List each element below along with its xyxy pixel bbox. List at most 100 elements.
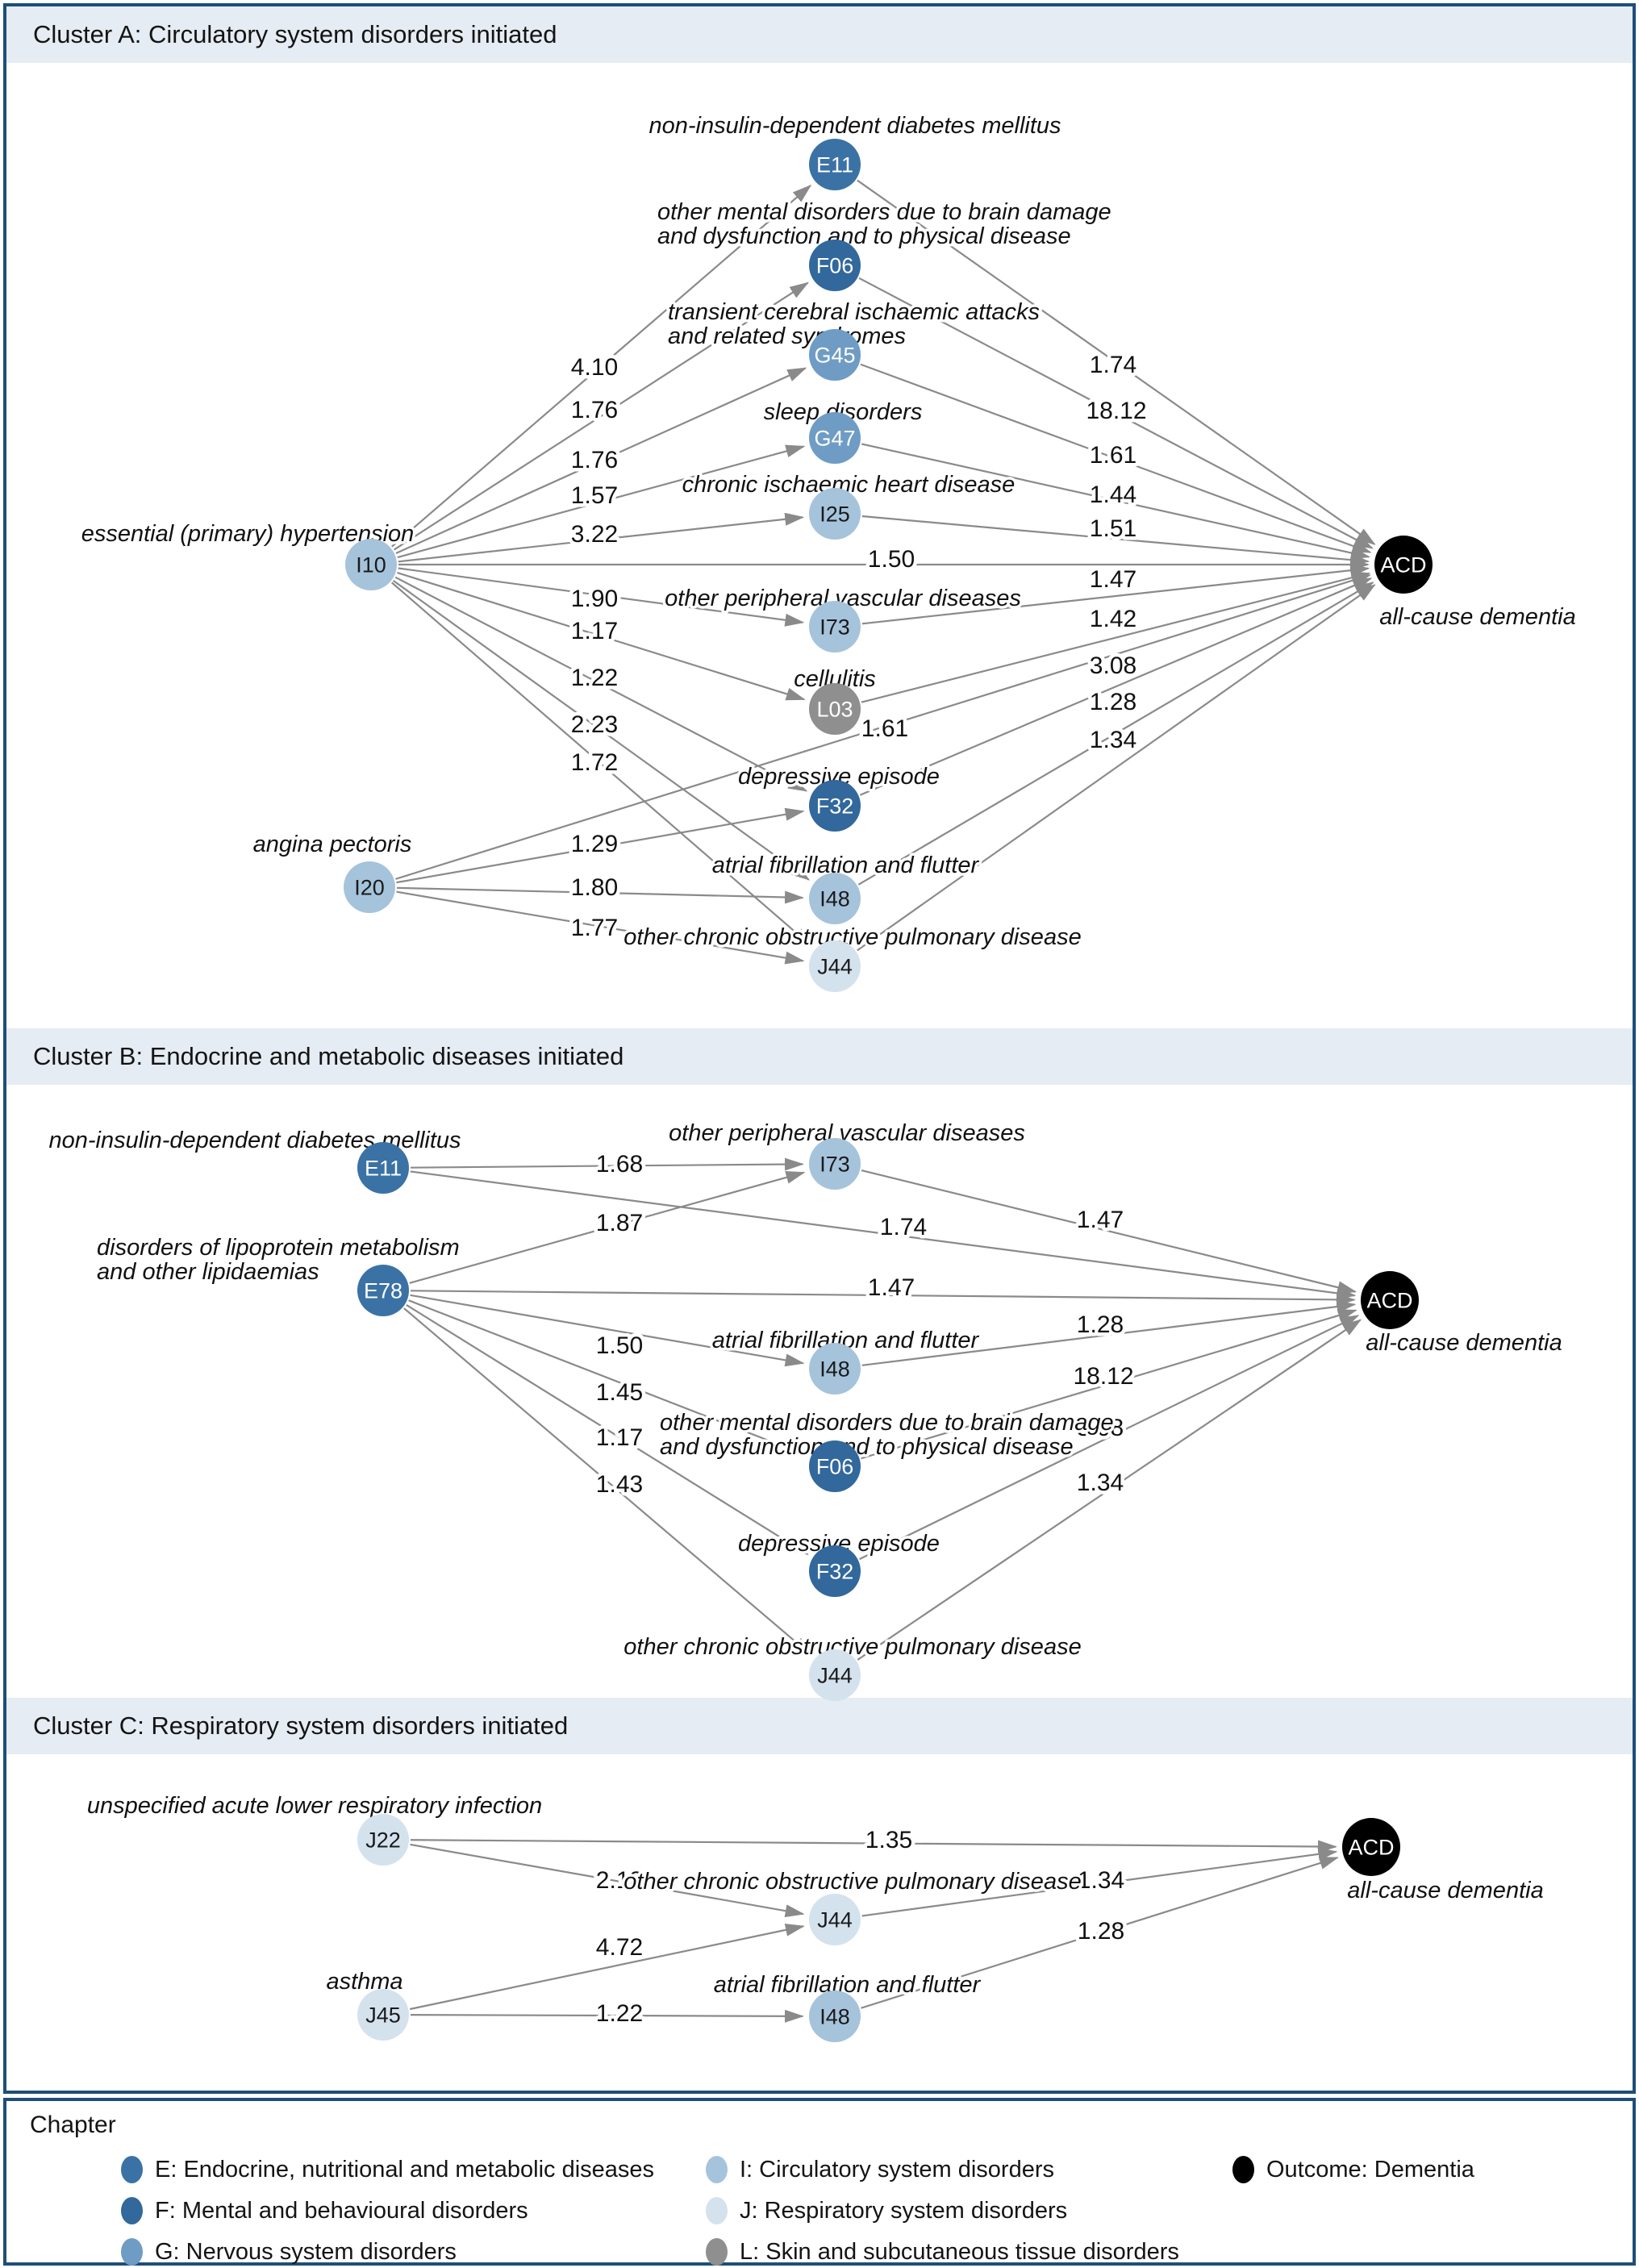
edge-label-G45-ACD: 1.61 xyxy=(1090,442,1136,469)
edge-label-E11-I73: 1.68 xyxy=(596,1151,643,1178)
legend-item-label: E: Endocrine, nutritional and metabolic … xyxy=(155,2156,655,2183)
cluster-b-graph: 1.68 1.87 1.74 1.47 1.50 1.45 1.17 1.43 1.47 1.28… xyxy=(46,1118,1565,1701)
cluster-c-header: Cluster C: Respiratory system disorders … xyxy=(6,1698,1633,1754)
acd-chapter-dot-icon xyxy=(1232,2156,1254,2183)
edge-G45-ACD xyxy=(860,363,1372,553)
node-a-I48 xyxy=(809,873,861,924)
node-c-J45 xyxy=(357,1989,409,2041)
annotation: and dysfunction and to physical disease xyxy=(657,223,1071,249)
edge-F06-ACD xyxy=(858,277,1374,549)
node-code-label: I10 xyxy=(356,553,386,577)
node-b-ACD xyxy=(1361,1271,1419,1329)
annotation: and other lipidaemias xyxy=(97,1259,319,1285)
annotation: and related syndromes xyxy=(668,323,906,349)
edge-E11-ACD xyxy=(410,1170,1357,1300)
node-code-label: ACD xyxy=(1380,553,1426,577)
edge-I10-I48 xyxy=(392,579,811,881)
edge-label-I10-F06: 1.76 xyxy=(571,397,618,423)
edge-label-E78-F06: 1.45 xyxy=(596,1379,643,1406)
node-a-F06 xyxy=(809,240,861,291)
i-chapter-dot-icon xyxy=(706,2156,728,2183)
edge-I10-G47 xyxy=(397,444,806,559)
edge-label-I10-I25: 3.22 xyxy=(571,521,618,548)
legend-item-i: I: Circulatory system disorders xyxy=(706,2153,1054,2186)
l-chapter-dot-icon xyxy=(706,2238,728,2266)
legend-item-label: I: Circulatory system disorders xyxy=(740,2156,1054,2183)
node-code-label: G45 xyxy=(814,344,855,368)
node-b-J44 xyxy=(809,1649,861,1701)
edge-label-I48-ACD: 1.28 xyxy=(1090,689,1136,715)
annotation: cellulitis xyxy=(794,666,876,692)
annotation: disorders of lipoprotein metabolism xyxy=(97,1235,460,1261)
edge-label-I48-ACD: 1.28 xyxy=(1077,1311,1124,1338)
edge-label-F06-ACD: 18.12 xyxy=(1086,398,1146,424)
edge-F06-ACD xyxy=(861,1309,1357,1460)
node-c-J44 xyxy=(809,1894,861,1945)
edge-label-I10-J44: 1.72 xyxy=(571,749,618,776)
legend-title: Chapter xyxy=(30,2112,116,2138)
annotation: transient cerebral ischaemic attacks xyxy=(668,299,1040,325)
edge-I48-ACD xyxy=(861,1300,1357,1366)
node-code-label: J44 xyxy=(817,955,853,979)
edge-label-I10-L03: 1.17 xyxy=(571,618,618,644)
cluster-b-header: Cluster B: Endocrine and metabolic disea… xyxy=(6,1028,1633,1085)
node-code-label: F32 xyxy=(816,1560,854,1584)
annotation: atrial fibrillation and flutter xyxy=(714,1972,982,1998)
node-b-I48 xyxy=(809,1343,861,1395)
cluster-a-header: Cluster A: Circulatory system disorders … xyxy=(6,6,1633,63)
annotation: non-insulin-dependent diabetes mellitus xyxy=(649,113,1061,139)
edge-I73-ACD xyxy=(861,1169,1357,1295)
annotation: all-cause dementia xyxy=(1379,604,1575,630)
edge-label-J22-J44: 2.18 xyxy=(596,1867,643,1894)
edge-I10-F32 xyxy=(394,576,808,792)
edge-E78-I48 xyxy=(410,1294,805,1367)
edge-I10-I25 xyxy=(398,512,805,563)
edge-L03-ACD xyxy=(861,571,1371,703)
annotation: unspecified acute lower respiratory infe… xyxy=(87,1793,542,1819)
node-a-L03 xyxy=(809,683,861,735)
node-b-E78 xyxy=(357,1265,409,1316)
annotation: all-cause dementia xyxy=(1347,1878,1543,1903)
legend-item-label: J: Respiratory system disorders xyxy=(740,2197,1068,2224)
edge-J44-ACD xyxy=(857,584,1376,952)
node-code-label: J22 xyxy=(365,1828,401,1853)
edge-label-I73-ACD: 1.47 xyxy=(1090,566,1136,593)
legend-frame xyxy=(3,2098,1636,2266)
edge-I20-J44 xyxy=(396,890,805,965)
edge-label-I20-ACD: 1.61 xyxy=(861,715,908,742)
edge-label-E78-ACD: 1.47 xyxy=(868,1274,915,1301)
legend-item-acd: Outcome: Dementia xyxy=(1232,2153,1474,2186)
node-c-I48 xyxy=(809,1991,861,2042)
cluster-b-title: Cluster B: Endocrine and metabolic disea… xyxy=(33,1042,624,1070)
edge-J44-ACD xyxy=(857,1319,1362,1661)
edge-I10-F06 xyxy=(393,281,810,551)
legend-item-g: G: Nervous system disorders xyxy=(121,2236,457,2268)
node-a-E11 xyxy=(809,139,861,190)
edge-label-I73-ACD: 1.47 xyxy=(1077,1207,1124,1233)
node-code-label: ACD xyxy=(1366,1289,1412,1313)
node-code-label: ACD xyxy=(1348,1836,1394,1860)
legend-item-label: Outcome: Dementia xyxy=(1266,2156,1474,2183)
edge-label-I10-E11: 4.10 xyxy=(571,354,618,381)
edge-label-E11-ACD: 1.74 xyxy=(1090,352,1136,378)
annotation: all-cause dementia xyxy=(1366,1330,1562,1356)
edge-I48-ACD xyxy=(861,1857,1339,2009)
edge-J45-J44 xyxy=(410,1923,805,2011)
edge-J45-I48 xyxy=(410,2009,805,2023)
node-code-label: I48 xyxy=(820,1357,850,1382)
edge-label-I48-ACD: 1.28 xyxy=(1078,1918,1124,1945)
g-chapter-dot-icon xyxy=(121,2238,143,2266)
edge-label-E78-I73: 1.87 xyxy=(596,1210,643,1236)
node-code-label: I48 xyxy=(820,887,850,911)
annotation: atrial fibrillation and flutter xyxy=(712,853,980,878)
edge-label-J22-ACD: 1.35 xyxy=(865,1827,912,1853)
edge-I73-ACD xyxy=(861,564,1370,625)
edge-label-J44-ACD: 1.34 xyxy=(1078,1867,1124,1894)
f-chapter-dot-icon xyxy=(121,2197,143,2224)
annotation: other mental disorders due to brain dama… xyxy=(660,1410,1114,1436)
node-b-I73 xyxy=(809,1138,861,1190)
annotation: other chronic obstructive pulmonary dise… xyxy=(623,1634,1081,1660)
edge-J44-ACD xyxy=(861,1847,1338,1917)
annotation: other mental disorders due to brain dama… xyxy=(657,199,1111,225)
annotation: non-insulin-dependent diabetes mellitus xyxy=(48,1128,461,1153)
